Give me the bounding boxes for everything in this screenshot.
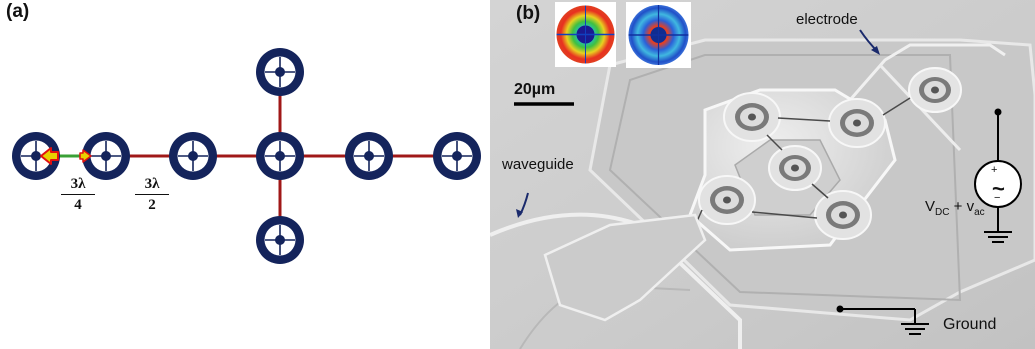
waveguide-pointer-head [516, 209, 523, 218]
resonator-ring-6 [433, 132, 481, 180]
mode-shape-inset-2 [626, 2, 691, 68]
etched-region-inner [608, 54, 962, 302]
mode-shape-inset-1 [555, 2, 616, 67]
spacing-label-1-denominator: 4 [74, 197, 82, 213]
source-voltage-sub-ac: ac [974, 207, 985, 218]
resonator-ring-top [256, 48, 304, 96]
resonator-ring-5 [345, 132, 393, 180]
sem-image [490, 0, 1035, 349]
resonator-rings [12, 48, 481, 264]
spacing-label-2-numerator: 3λ [135, 176, 169, 195]
coupling-arrow [40, 147, 92, 165]
electrode-lead [848, 43, 1006, 101]
resonator-ring-center [256, 132, 304, 180]
scale-bar-label: 20µm [514, 81, 556, 98]
electrode-pointer-head [871, 46, 880, 55]
ground-label: Ground [943, 316, 997, 333]
spacing-label-three-half-lambda: 3λ 2 [135, 176, 169, 214]
source-tilde-symbol: ~ [992, 176, 1005, 201]
resonator-ring-1 [12, 132, 60, 180]
source-plus-sign: + [991, 164, 998, 176]
ground-schematic [840, 308, 929, 335]
spacing-label-1-numerator: 3λ [61, 176, 95, 195]
panel-b-label: (b) [516, 3, 541, 24]
sem-micrograph: (b) 20µm electrode waveguide + ~ − VDC +… [490, 0, 1035, 349]
source-voltage-sub-dc: DC [935, 207, 950, 218]
source-voltage-v: V [925, 198, 936, 215]
resonator-ring-bottom [256, 216, 304, 264]
source-voltage-label: VDC + vac [925, 198, 985, 218]
source-terminal-dot [994, 108, 1002, 116]
ground-terminal-dot [836, 305, 844, 313]
spacing-label-2-denominator: 2 [148, 197, 156, 213]
resonator-ring-3 [169, 132, 217, 180]
panel-a-label: (a) [6, 1, 30, 22]
ac-source-schematic [974, 112, 1022, 243]
source-voltage-plus-v: + v [949, 198, 975, 215]
waveguide-label: waveguide [502, 156, 574, 173]
source-minus-sign: − [994, 192, 1001, 204]
spacing-label-three-quarter-lambda: 3λ 4 [61, 176, 95, 214]
resonator-network-diagram [12, 48, 481, 264]
resonator-ring-2 [82, 132, 130, 180]
electrode-label: electrode [796, 11, 858, 28]
waveguide-arm [543, 213, 707, 322]
